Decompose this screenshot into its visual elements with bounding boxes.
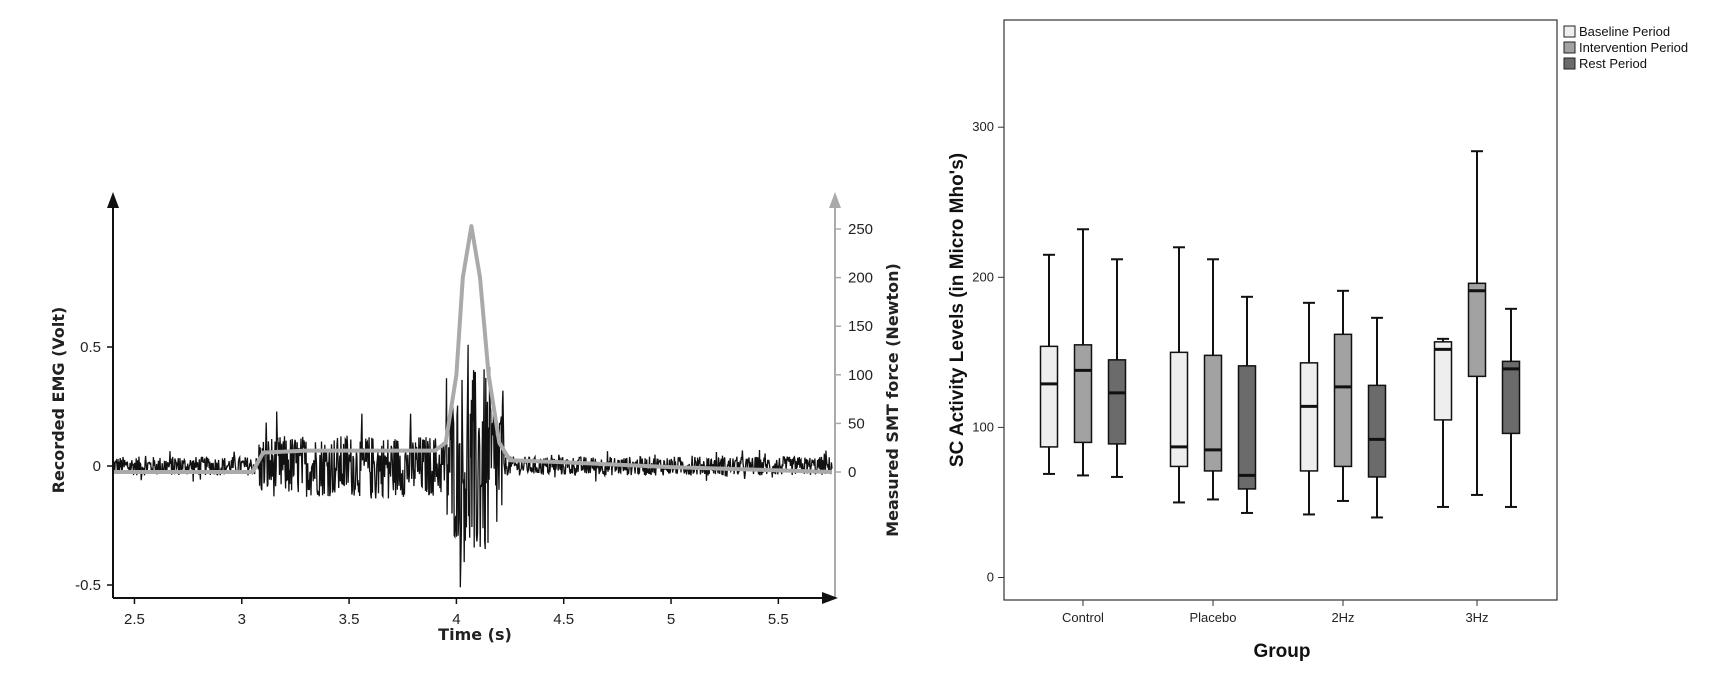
box-iqr bbox=[1467, 282, 1487, 378]
emg-y2-tick-label: 150 bbox=[848, 318, 873, 335]
emg-x-tick-label: 4 bbox=[452, 611, 460, 628]
box-control-rest bbox=[1107, 258, 1127, 478]
force-series-line bbox=[113, 224, 833, 474]
box-iqr bbox=[1169, 351, 1189, 468]
sc-y-tick-label: 0 bbox=[987, 570, 994, 585]
emg-x-tick-label: 3.5 bbox=[339, 611, 360, 628]
box-3hz-baseline bbox=[1433, 337, 1453, 508]
emg-x-tick-label: 4.5 bbox=[553, 611, 574, 628]
emg-y2-tick-label: 200 bbox=[848, 270, 873, 287]
box-3hz-intervention bbox=[1467, 150, 1487, 496]
legend-swatch bbox=[1563, 41, 1576, 54]
box-2hz-rest bbox=[1367, 316, 1387, 519]
emg-x-tick-label: 3 bbox=[238, 611, 246, 628]
emg-traces bbox=[112, 224, 833, 588]
box-iqr bbox=[1107, 359, 1127, 445]
emg-y2-ticks: 0 50 100 150 200 250 bbox=[835, 221, 873, 481]
sc-y-axis-label: SC Activity Levels (in Micro Mho's) bbox=[947, 153, 968, 467]
sc-y-tick-label: 200 bbox=[972, 269, 994, 284]
sc-x-tick-label: Placebo bbox=[1190, 610, 1237, 625]
box-control-intervention bbox=[1073, 228, 1093, 477]
emg-y2-tick-label: 100 bbox=[848, 367, 873, 384]
emg-y2-tick-label: 50 bbox=[848, 415, 865, 432]
sc-boxes bbox=[1039, 150, 1521, 519]
box-placebo-baseline bbox=[1169, 246, 1189, 504]
sc-x-ticks: Control Placebo 2Hz 3Hz bbox=[1062, 600, 1489, 625]
sc-plot-frame bbox=[1003, 19, 1558, 601]
emg-y-tick-label: 0.5 bbox=[80, 339, 101, 356]
emg-y2-tick-label: 250 bbox=[848, 221, 873, 238]
emg-x-tick-label: 2.5 bbox=[124, 611, 145, 628]
box-iqr bbox=[1039, 345, 1059, 448]
legend-label: Rest Period bbox=[1579, 56, 1647, 71]
sc-x-axis-label: Group bbox=[1254, 641, 1311, 662]
legend-label: Baseline Period bbox=[1579, 24, 1670, 39]
emg-y-tick-label: 0 bbox=[93, 458, 101, 475]
sc-x-tick-label: 2Hz bbox=[1331, 610, 1354, 625]
sc-y-ticks: 0 100 200 300 bbox=[972, 119, 1004, 585]
box-iqr bbox=[1333, 333, 1353, 468]
emg-y-tick-label: -0.5 bbox=[75, 577, 101, 594]
box-iqr bbox=[1433, 341, 1453, 421]
box-3hz-rest bbox=[1501, 307, 1521, 508]
sc-boxplot-chart: 0 100 200 300 Control Placebo 2Hz 3Hz Group SC… bbox=[947, 19, 1688, 662]
box-placebo-intervention bbox=[1203, 258, 1223, 501]
emg-chart: 2.5 3 3.5 4 4.5 5 5.5 -0.5 0 0.5 0 50 100 150 200 250… bbox=[49, 192, 902, 644]
box-iqr bbox=[1299, 362, 1319, 472]
emg-y2-axis-label: Measured SMT force (Newton) bbox=[883, 263, 902, 537]
legend-swatch bbox=[1563, 25, 1576, 38]
box-iqr bbox=[1203, 354, 1223, 472]
box-control-baseline bbox=[1039, 253, 1059, 475]
box-iqr bbox=[1367, 384, 1387, 478]
box-2hz-baseline bbox=[1299, 301, 1319, 516]
box-iqr bbox=[1073, 344, 1093, 444]
sc-y-tick-label: 100 bbox=[972, 419, 994, 434]
legend-label: Intervention Period bbox=[1579, 40, 1688, 55]
emg-series-line bbox=[112, 344, 833, 588]
emg-x-ticks: 2.5 3 3.5 4 4.5 5 5.5 bbox=[124, 598, 789, 628]
legend-swatch bbox=[1563, 57, 1576, 70]
box-2hz-intervention bbox=[1333, 289, 1353, 502]
box-iqr bbox=[1237, 365, 1257, 490]
sc-x-tick-label: 3Hz bbox=[1465, 610, 1488, 625]
emg-x-tick-label: 5.5 bbox=[768, 611, 789, 628]
sc-x-tick-label: Control bbox=[1062, 610, 1104, 625]
sc-y-tick-label: 300 bbox=[972, 119, 994, 134]
box-iqr bbox=[1501, 360, 1521, 435]
box-placebo-rest bbox=[1237, 295, 1257, 514]
emg-y-axis-label: Recorded EMG (Volt) bbox=[49, 307, 68, 494]
emg-y2-tick-label: 0 bbox=[848, 464, 856, 481]
emg-x-tick-label: 5 bbox=[667, 611, 675, 628]
emg-y-ticks: -0.5 0 0.5 bbox=[75, 339, 113, 594]
emg-x-axis-label: Time (s) bbox=[438, 625, 512, 644]
